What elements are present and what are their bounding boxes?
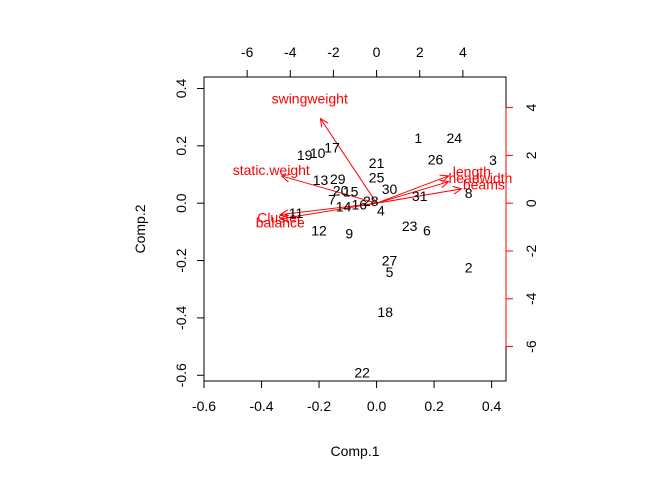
loading-arrow xyxy=(376,181,449,204)
loading-arrowhead xyxy=(452,185,463,195)
top-tick-label: 2 xyxy=(416,44,424,60)
y-tick-label: 0.4 xyxy=(173,79,189,99)
point-label: 6 xyxy=(423,222,431,238)
point-label: 21 xyxy=(369,155,385,171)
point-label: 18 xyxy=(377,304,393,320)
top-tick-label: 0 xyxy=(373,44,381,60)
x-tick-label: 0.0 xyxy=(367,398,387,414)
top-tick-label: -4 xyxy=(284,44,297,60)
right-tick-label: -4 xyxy=(523,292,539,305)
top-tick-label: 4 xyxy=(459,44,467,60)
loading-arrowhead xyxy=(280,173,291,183)
loading-arrowhead xyxy=(439,174,450,183)
right-tick-label: 4 xyxy=(523,103,539,111)
point-label: 5 xyxy=(386,264,394,280)
point-label: 3 xyxy=(489,152,497,168)
y-tick-label: -0.4 xyxy=(173,306,189,330)
point-label: 14 xyxy=(336,199,352,215)
x-tick-label: 0.4 xyxy=(482,398,502,414)
point-label: 12 xyxy=(311,222,327,238)
loading-label: beams xyxy=(463,177,505,193)
loading-label: Cluster xyxy=(257,210,302,226)
point-label: 9 xyxy=(345,225,353,241)
point-label: 20 xyxy=(333,182,349,198)
plot-frame xyxy=(203,76,507,382)
y-tick-label: -0.6 xyxy=(173,363,189,387)
point-label: 2 xyxy=(465,260,473,276)
right-axis: 4 2 0 -2 -4 -6 xyxy=(505,103,539,353)
point-label: 23 xyxy=(402,218,418,234)
point-label: 15 xyxy=(343,184,359,200)
loading-arrowhead xyxy=(439,179,450,189)
y-axis-label: Comp.2 xyxy=(132,204,148,253)
loading-arrow xyxy=(320,118,377,204)
loading-arrow xyxy=(281,175,377,204)
top-axis: -6 -4 -2 0 2 4 xyxy=(241,44,467,78)
loading-label: balance xyxy=(256,215,305,231)
loading-arrowhead xyxy=(319,117,329,128)
point-label: 13 xyxy=(313,172,329,188)
point-label: 31 xyxy=(412,188,428,204)
y-tick-label: -0.2 xyxy=(173,248,189,272)
point-label: 16 xyxy=(352,196,368,212)
point-label: 4 xyxy=(377,202,385,218)
point-label: 27 xyxy=(382,253,398,269)
point-label: 22 xyxy=(354,364,370,380)
x-tick-label: -0.4 xyxy=(249,398,273,414)
y-axis: -0.6 -0.4 -0.2 0.0 0.2 0.4 xyxy=(173,79,205,387)
point-label: 29 xyxy=(330,171,346,187)
loading-arrowhead xyxy=(279,213,289,222)
top-tick-label: -6 xyxy=(241,44,254,60)
loading-arrowhead xyxy=(279,209,289,219)
point-label: 10 xyxy=(310,145,326,161)
right-tick-label: 0 xyxy=(523,199,539,207)
loading-label: length xyxy=(453,164,491,180)
point-label: 17 xyxy=(324,139,340,155)
y-tick-label: 0.0 xyxy=(173,193,189,213)
right-tick-label: -2 xyxy=(523,245,539,258)
point-label: 11 xyxy=(289,205,304,221)
top-tick-label: -2 xyxy=(327,44,340,60)
loading-arrow xyxy=(376,188,462,204)
x-axis: -0.6 -0.4 -0.2 0.0 0.2 0.4 xyxy=(192,380,502,414)
point-label: 7 xyxy=(328,192,336,208)
point-label: 1 xyxy=(414,130,422,146)
loading-arrow xyxy=(376,175,449,204)
point-label: 28 xyxy=(363,193,379,209)
loading-arrow xyxy=(280,202,377,216)
point-label: 19 xyxy=(297,147,313,163)
loading-label: headwidth xyxy=(448,170,512,186)
loading-label: static.weight xyxy=(233,162,310,178)
point-label: 24 xyxy=(446,130,462,146)
y-tick-label: 0.2 xyxy=(173,136,189,156)
point-label: 8 xyxy=(465,185,473,201)
x-tick-label: 0.2 xyxy=(424,398,444,414)
x-tick-label: -0.2 xyxy=(307,398,331,414)
loading-label: swingweight xyxy=(272,91,348,107)
loading-arrow xyxy=(280,202,377,220)
point-label: 30 xyxy=(382,181,398,197)
right-tick-label: -6 xyxy=(523,340,539,353)
point-label: 26 xyxy=(428,151,444,167)
point-label: 25 xyxy=(369,169,385,185)
x-axis-label: Comp.1 xyxy=(330,443,379,459)
x-tick-label: -0.6 xyxy=(192,398,216,414)
right-tick-label: 2 xyxy=(523,151,539,159)
